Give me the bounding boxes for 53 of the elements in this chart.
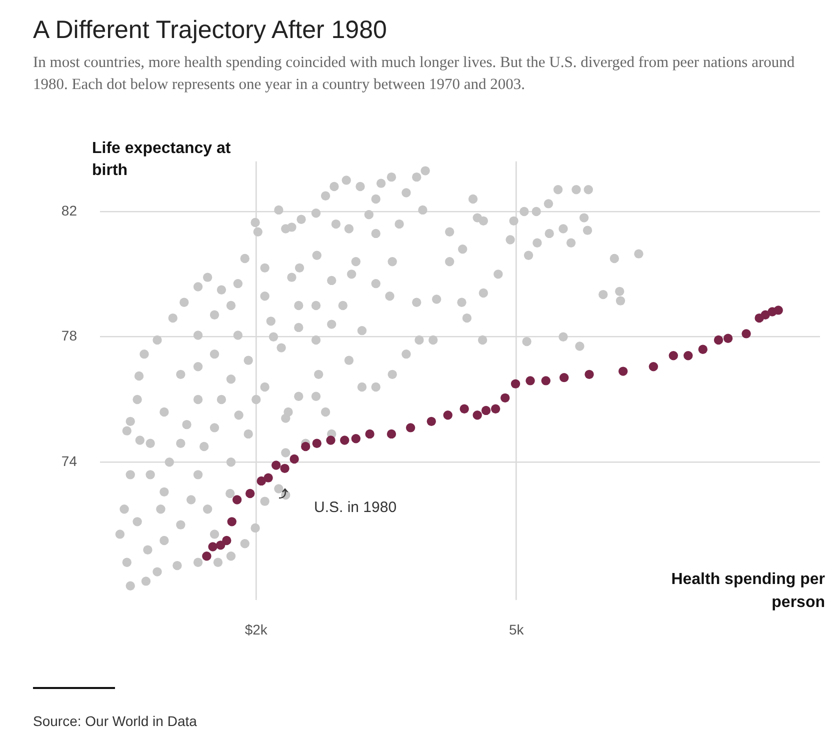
point: [774, 306, 783, 315]
point: [351, 434, 361, 444]
point: [714, 335, 724, 345]
y-tick-label: 78: [61, 328, 78, 344]
x-tick-label: $2k: [244, 621, 268, 638]
point: [618, 366, 628, 376]
point: [443, 410, 452, 420]
x-axis-title: Health spending per person: [670, 570, 825, 613]
point: [256, 476, 266, 486]
point: [216, 540, 226, 550]
point: [723, 334, 733, 344]
point: [584, 370, 594, 380]
point: [481, 406, 491, 416]
point: [406, 423, 416, 432]
point: [290, 454, 299, 464]
point: [312, 438, 322, 448]
point: [326, 436, 336, 445]
point: [490, 404, 500, 414]
point: [245, 488, 255, 498]
point: [684, 351, 693, 360]
chart-title: A Different Trajectory After 1980: [33, 16, 387, 45]
point: [208, 542, 218, 552]
point: [472, 410, 482, 420]
y-axis-title: Life expectancy at birth: [92, 139, 232, 181]
point: [460, 404, 469, 414]
point: [541, 376, 550, 386]
point: [202, 552, 212, 561]
x-tick-label: 5k: [508, 621, 525, 638]
point: [742, 329, 751, 338]
point: [500, 393, 510, 403]
y-tick-label: 74: [61, 453, 78, 470]
point: [222, 536, 232, 546]
point: [340, 436, 350, 445]
y-tick-label: 82: [61, 202, 78, 218]
point: [668, 351, 678, 360]
point: [227, 517, 236, 526]
point: [365, 429, 374, 439]
source-note: Source: Our World in Data: [33, 713, 197, 729]
point: [559, 372, 569, 382]
point: [760, 310, 770, 320]
point: [232, 495, 242, 504]
point: [698, 344, 708, 354]
chart-subtitle: In most countries, more health spending coincided with much longer lives. But the U.S. diverged from peer nations around 1980. Each dot below represents one year in a country between 1970 and 2003.: [33, 53, 796, 95]
point: [526, 376, 535, 386]
point: [264, 473, 273, 482]
point: [271, 460, 281, 470]
point: [426, 416, 436, 426]
point: [648, 362, 658, 372]
point: [280, 464, 290, 474]
point: [510, 379, 520, 388]
annotation: U.S. in 1980: [314, 499, 397, 516]
point: [300, 442, 310, 452]
point: [386, 429, 396, 439]
